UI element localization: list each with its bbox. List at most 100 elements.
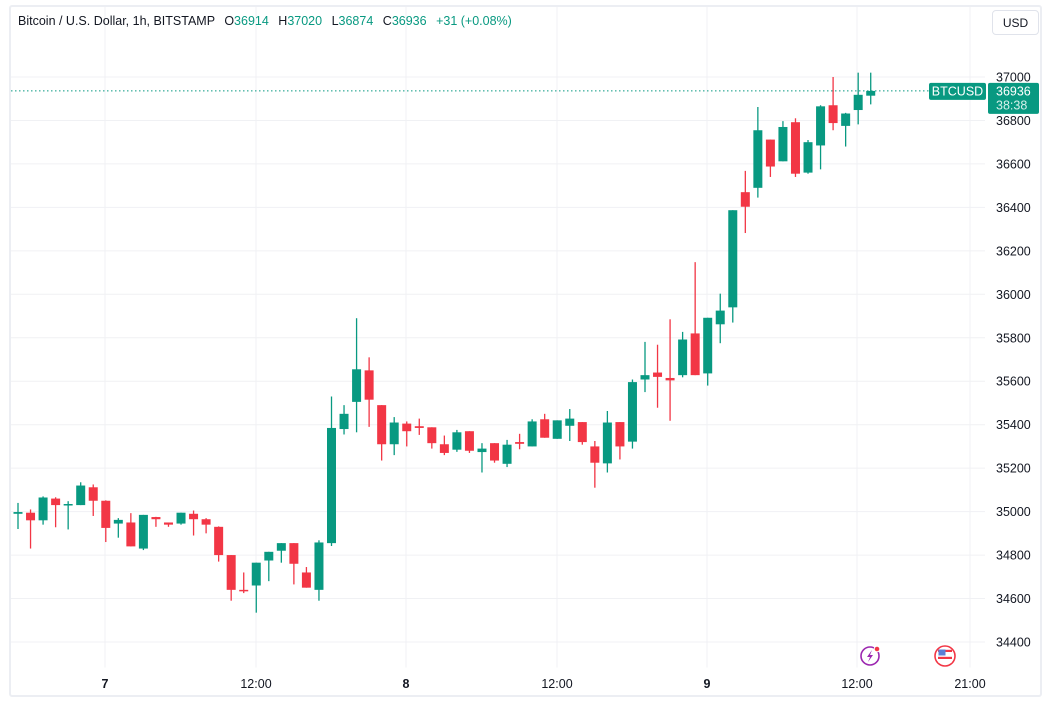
y-axis-label: 35600 (996, 375, 1031, 389)
candle[interactable] (527, 419, 537, 447)
candle[interactable] (352, 318, 362, 433)
y-axis-label: 34400 (996, 636, 1031, 650)
candle[interactable] (728, 210, 738, 323)
candle[interactable] (552, 420, 562, 439)
candle[interactable] (402, 421, 412, 447)
chart-frame (9, 5, 1042, 697)
symbol-title[interactable]: Bitcoin / U.S. Dollar, 1h, BITSTAMP (18, 14, 215, 28)
candle[interactable] (276, 543, 286, 563)
symbol-legend: Bitcoin / U.S. Dollar, 1h, BITSTAMP O369… (18, 14, 512, 28)
low-value: 36874 (338, 14, 374, 28)
candle[interactable] (76, 482, 86, 506)
candle[interactable] (427, 427, 437, 449)
candle[interactable] (301, 567, 311, 588)
candle[interactable] (138, 514, 148, 551)
candle[interactable] (490, 443, 500, 463)
y-axis-label: 34600 (996, 592, 1031, 606)
candle[interactable] (866, 72, 876, 105)
candle[interactable] (151, 516, 161, 527)
candle[interactable] (577, 422, 587, 445)
candle[interactable] (627, 379, 637, 449)
candle[interactable] (590, 440, 600, 488)
candle[interactable] (364, 357, 374, 427)
candle[interactable] (690, 262, 700, 376)
candle[interactable] (853, 72, 863, 125)
x-axis-label: 21:00 (954, 677, 985, 691)
candle[interactable] (841, 112, 851, 147)
candle[interactable] (816, 105, 826, 170)
candle[interactable] (790, 118, 800, 177)
y-axis-label: 35000 (996, 505, 1031, 519)
candle[interactable] (615, 422, 625, 460)
candle[interactable] (753, 106, 763, 198)
candle[interactable] (703, 317, 713, 386)
candle[interactable] (377, 405, 387, 461)
candle[interactable] (414, 418, 424, 435)
candle[interactable] (38, 496, 48, 525)
candle[interactable] (201, 518, 211, 534)
x-axis-label: 9 (704, 677, 711, 691)
candle[interactable] (88, 484, 98, 516)
currency-button[interactable]: USD (992, 10, 1039, 35)
open-label: O (224, 14, 235, 28)
x-axis-label: 7 (102, 677, 109, 691)
candle[interactable] (740, 170, 750, 234)
candle[interactable] (515, 433, 525, 450)
candle[interactable] (176, 512, 186, 525)
candle[interactable] (226, 555, 236, 601)
y-axis-label: 36600 (996, 157, 1031, 171)
close-value: 36936 (391, 14, 427, 28)
candle[interactable] (239, 572, 249, 594)
candle[interactable] (327, 396, 336, 546)
candle[interactable] (565, 409, 575, 441)
candle[interactable] (389, 417, 399, 456)
us-flag-economic-event-icon[interactable] (934, 645, 956, 667)
y-axis-label: 35200 (996, 462, 1031, 476)
candle[interactable] (452, 429, 462, 452)
change-value: +31 (+0.08%) (436, 14, 512, 28)
candle[interactable] (653, 344, 663, 408)
candle[interactable] (63, 501, 73, 530)
low-label: L (331, 14, 339, 28)
candle[interactable] (439, 435, 449, 456)
candle[interactable] (339, 405, 349, 435)
y-axis-label: 36000 (996, 288, 1031, 302)
candle[interactable] (502, 439, 512, 468)
y-axis-label: 34800 (996, 549, 1031, 563)
x-axis-label: 12:00 (541, 677, 572, 691)
candle[interactable] (126, 513, 136, 547)
lightning-event-icon[interactable] (860, 645, 881, 666)
candle[interactable] (665, 319, 675, 421)
candle[interactable] (602, 411, 612, 473)
candle[interactable] (678, 331, 688, 378)
candle[interactable] (264, 551, 274, 582)
ticker-tag: BTCUSD (929, 82, 986, 100)
open-value: 36914 (234, 14, 269, 28)
x-axis-label: 8 (403, 677, 410, 691)
candle[interactable] (214, 526, 224, 562)
candle[interactable] (314, 540, 324, 601)
candle[interactable] (163, 522, 173, 527)
candle[interactable] (778, 121, 788, 162)
candle[interactable] (477, 443, 487, 473)
candle[interactable] (803, 140, 813, 174)
candle[interactable] (289, 543, 299, 585)
candle[interactable] (251, 562, 261, 613)
candle[interactable] (715, 293, 725, 344)
candle[interactable] (765, 139, 775, 177)
candle[interactable] (26, 509, 36, 549)
candle[interactable] (640, 341, 650, 393)
y-axis-label: 35400 (996, 418, 1031, 432)
candle[interactable] (828, 77, 838, 131)
x-axis-label: 12:00 (240, 677, 271, 691)
candle[interactable] (113, 518, 123, 538)
candle[interactable] (540, 413, 550, 438)
candle[interactable] (101, 500, 111, 543)
candle[interactable] (189, 510, 199, 536)
candle[interactable] (51, 497, 61, 528)
y-axis-label: 35800 (996, 331, 1031, 345)
candle[interactable] (464, 431, 474, 453)
candle[interactable] (13, 502, 23, 529)
svg-text:BTCUSD: BTCUSD (932, 84, 983, 98)
